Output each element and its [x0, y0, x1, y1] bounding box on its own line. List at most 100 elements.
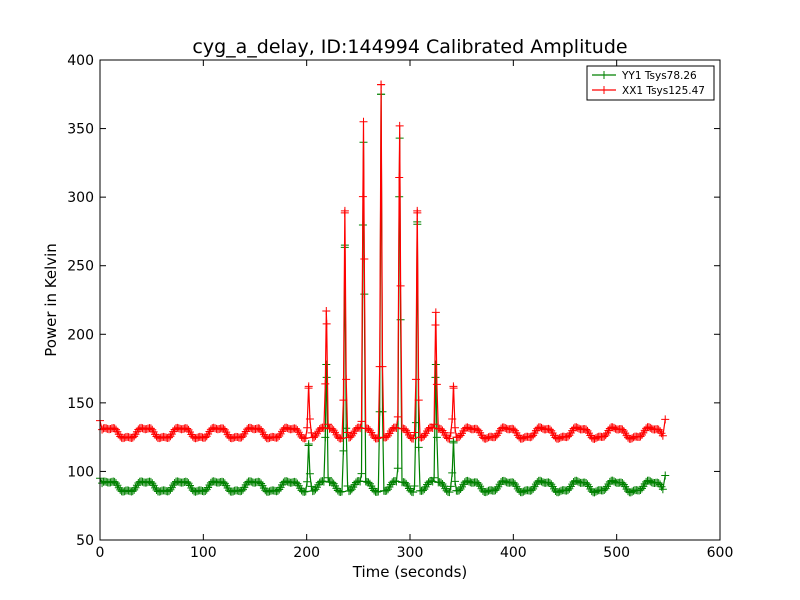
data-point-marker: [413, 208, 422, 217]
data-point-marker: [410, 481, 419, 490]
data-point-marker: [336, 434, 345, 443]
data-point-marker: [372, 434, 381, 443]
legend-entry: YY1 Tsys78.26: [592, 70, 697, 82]
data-point-marker: [428, 424, 437, 433]
data-point-marker: [304, 440, 313, 448]
data-point-marker: [202, 485, 211, 494]
y-tick-label: 150: [67, 396, 94, 412]
x-tick-label: 400: [500, 545, 527, 561]
data-point-marker: [395, 121, 404, 130]
data-point-marker: [336, 487, 345, 496]
x-tick-label: 500: [603, 545, 630, 561]
data-point-marker: [430, 473, 439, 482]
data-point-marker: [409, 488, 418, 497]
data-point-marker: [411, 375, 420, 384]
data-point-marker: [305, 415, 314, 424]
x-tick-label: 0: [96, 545, 105, 561]
data-point-marker: [445, 488, 454, 497]
legend-marker: [600, 86, 608, 94]
legend-label: YY1 Tsys78.26: [621, 70, 697, 82]
data-point-marker: [378, 362, 387, 371]
plot-area: 0 100 200 300 400 500 600 50 100 150 200 250 300 350 4…: [67, 53, 733, 561]
data-point-marker: [112, 425, 121, 434]
data-point-marker: [360, 255, 369, 264]
data-point-marker: [432, 433, 441, 442]
data-point-marker: [338, 433, 347, 442]
data-point-marker: [339, 396, 348, 405]
data-point-marker: [391, 423, 400, 432]
series-xx1: [96, 80, 670, 443]
data-point-marker: [378, 407, 387, 416]
data-point-marker: [446, 482, 455, 491]
data-point-marker: [446, 428, 455, 437]
data-point-marker: [372, 488, 381, 497]
chart-title: cyg_a_delay, ID:144994 Calibrated Amplit…: [192, 36, 627, 58]
data-point-marker: [451, 423, 460, 432]
data-point-marker: [339, 446, 348, 455]
data-point-marker: [359, 117, 368, 126]
legend-entry: XX1 Tsys125.47: [592, 85, 705, 97]
series-layer: [96, 80, 670, 497]
data-point-marker: [393, 412, 402, 421]
x-tick-label: 300: [397, 545, 424, 561]
data-point-marker: [414, 443, 423, 452]
data-point-marker: [410, 428, 419, 437]
data-point-marker: [661, 415, 670, 424]
y-axis-label: Power in Kelvin: [42, 243, 60, 357]
data-point-marker: [148, 425, 157, 434]
data-point-marker: [428, 477, 437, 486]
data-point-marker: [396, 281, 405, 290]
data-point-marker: [661, 471, 670, 480]
data-point-marker: [431, 321, 440, 330]
ticks-layer: 0 100 200 300 400 500 600 50 100 150 200 250 300 350 4…: [67, 53, 733, 561]
data-point-marker: [301, 487, 310, 496]
data-point-marker: [321, 379, 330, 388]
y-tick-label: 100: [67, 464, 94, 480]
data-point-marker: [357, 469, 366, 478]
data-point-marker: [358, 192, 367, 201]
data-point-marker: [391, 476, 400, 485]
data-point-marker: [357, 417, 366, 426]
data-point-marker: [395, 173, 404, 182]
data-point-marker: [448, 415, 457, 424]
legend-box: [586, 65, 715, 101]
series-yy1: [96, 90, 670, 497]
data-point-marker: [322, 373, 331, 382]
legend-label: XX1 Tsys125.47: [622, 85, 705, 97]
y-tick-label: 50: [76, 533, 94, 549]
data-point-marker: [431, 360, 440, 369]
y-tick-label: 200: [67, 327, 94, 343]
data-point-marker: [342, 424, 351, 433]
data-point-marker: [448, 468, 457, 477]
y-tick-label: 250: [67, 259, 94, 275]
data-point-marker: [304, 382, 313, 391]
data-point-marker: [319, 424, 328, 433]
data-point-marker: [432, 380, 441, 389]
data-point-marker: [445, 434, 454, 443]
data-point-marker: [322, 360, 331, 369]
data-point-marker: [202, 432, 211, 441]
data-point-marker: [377, 80, 386, 89]
x-axis-label: Time (seconds): [352, 563, 468, 581]
data-point-marker: [411, 418, 420, 427]
y-tick-label: 350: [67, 122, 94, 138]
data-point-marker: [451, 477, 460, 486]
data-point-marker: [148, 479, 157, 488]
data-point-marker: [301, 433, 310, 442]
x-tick-label: 100: [190, 545, 217, 561]
x-tick-label: 200: [293, 545, 320, 561]
data-point-marker: [374, 434, 383, 443]
data-point-marker: [112, 479, 121, 488]
data-point-marker: [392, 424, 401, 433]
data-point-marker: [220, 479, 229, 488]
data-point-marker: [322, 306, 331, 315]
data-point-marker: [324, 473, 333, 482]
data-point-marker: [166, 485, 175, 494]
data-point-marker: [658, 431, 667, 440]
legend: YY1 Tsys78.26 XX1 Tsys125.47: [586, 65, 715, 101]
data-point-marker: [305, 469, 314, 478]
data-point-marker: [130, 485, 139, 494]
data-point-marker: [321, 433, 330, 442]
legend-marker: [600, 71, 608, 79]
data-point-marker: [307, 482, 316, 491]
